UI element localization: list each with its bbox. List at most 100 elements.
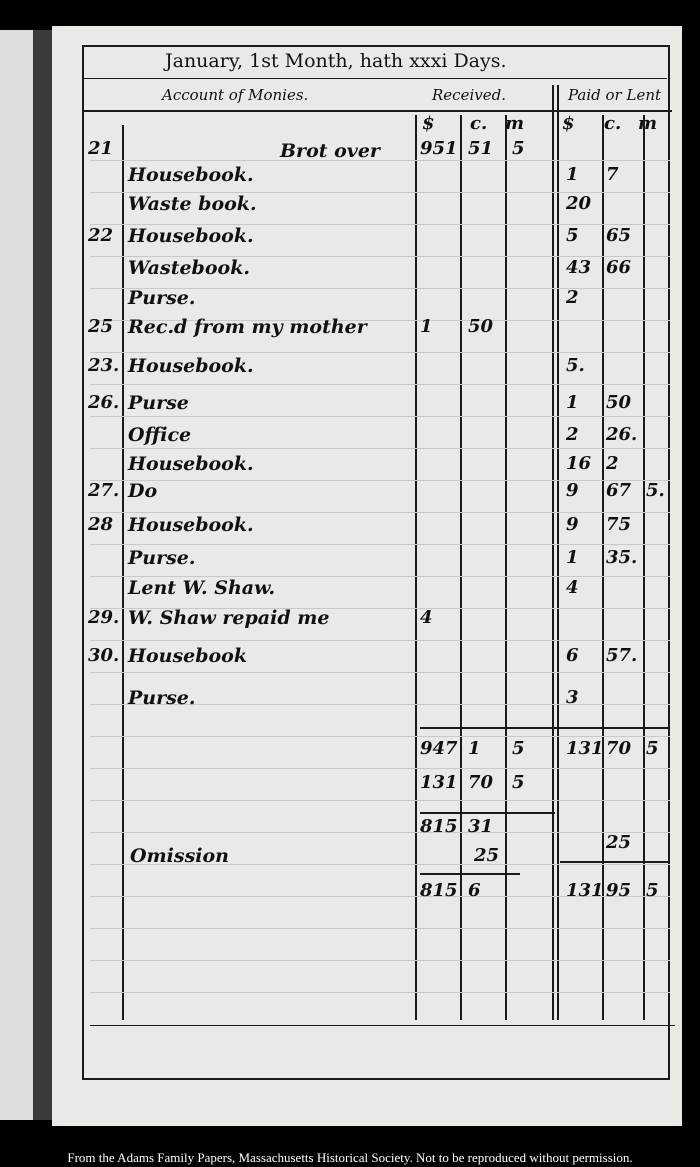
paid-amount: 6 xyxy=(566,645,579,666)
total-received: 5 xyxy=(512,772,525,793)
rule-column xyxy=(552,85,554,1020)
unit-mills-paid: m xyxy=(638,113,658,134)
entry-description: Purse xyxy=(128,392,189,414)
entry-description: Housebook. xyxy=(128,355,254,377)
unit-cents-received: c. xyxy=(470,113,488,134)
rule-column xyxy=(602,115,604,1020)
paid-amount: 43 xyxy=(566,257,592,278)
total-received: 815 xyxy=(420,880,458,901)
paid-amount: 5. xyxy=(646,480,665,501)
rule-column xyxy=(557,85,559,1020)
total-paid: 70 xyxy=(606,738,632,759)
total-label: Omission xyxy=(130,845,229,867)
received-amount: 951 xyxy=(420,138,458,159)
entry-description: Wastebook. xyxy=(128,257,250,279)
column-header-paid: Paid or Lent xyxy=(568,86,662,104)
rule-total xyxy=(420,727,670,729)
rule-bottom xyxy=(82,1078,670,1080)
ledger-ruling xyxy=(90,704,670,705)
received-amount: 1 xyxy=(420,316,433,337)
entry-description: Purse. xyxy=(128,547,196,569)
entry-description: Do xyxy=(128,480,158,502)
ledger-ruling xyxy=(90,928,670,929)
ledger-ruling xyxy=(90,832,670,833)
ledger-ruling xyxy=(90,864,670,865)
copyright-notice: From the Adams Family Papers, Massachuse… xyxy=(67,1150,633,1165)
paid-amount: 20 xyxy=(566,193,592,214)
ledger-ruling xyxy=(90,320,670,321)
total-paid: 25 xyxy=(606,832,632,853)
ledger-ruling xyxy=(90,160,670,161)
total-paid: 131 xyxy=(566,738,604,759)
entry-description: Purse. xyxy=(128,687,196,709)
paid-amount: 75 xyxy=(606,514,632,535)
rule-foot xyxy=(90,1025,675,1026)
paid-amount: 67 xyxy=(606,480,632,501)
rule-subtotal xyxy=(420,873,520,875)
total-paid: 131 xyxy=(566,880,604,901)
rule-total-paid xyxy=(560,861,670,863)
entry-date: 27. xyxy=(88,480,120,501)
total-received: 947 xyxy=(420,738,458,759)
paid-amount: 65 xyxy=(606,225,632,246)
rule-column xyxy=(460,115,462,1020)
entry-description: Lent W. Shaw. xyxy=(128,577,276,599)
column-header-account: Account of Monies. xyxy=(162,86,309,104)
entry-description: Brot over xyxy=(280,140,380,162)
entry-date: 21 xyxy=(88,138,114,159)
entry-description: Housebook. xyxy=(128,164,254,186)
rule-column xyxy=(643,115,645,1020)
unit-dollars-paid: $ xyxy=(562,113,575,134)
ledger-ruling xyxy=(90,448,670,449)
ledger-ruling xyxy=(90,768,670,769)
ledger-ruling xyxy=(90,640,670,641)
paid-amount: 2 xyxy=(606,453,619,474)
entry-description: Rec.d from my mother xyxy=(128,316,367,338)
total-received: 131 xyxy=(420,772,458,793)
facing-page-edge xyxy=(0,30,38,1120)
entry-description: Waste book. xyxy=(128,193,257,215)
paid-amount: 1 xyxy=(566,547,579,568)
ledger-ruling xyxy=(90,672,670,673)
ledger-ruling xyxy=(90,544,670,545)
rule-left xyxy=(82,45,84,1080)
ledger-ruling xyxy=(90,992,670,993)
paid-amount: 4 xyxy=(566,577,579,598)
ledger-ruling xyxy=(90,384,670,385)
entry-date: 28 xyxy=(88,514,114,535)
entry-date: 23. xyxy=(88,355,120,376)
total-received: 815 xyxy=(420,816,458,837)
entry-description: Housebook. xyxy=(128,453,254,475)
entry-date: 30. xyxy=(88,645,120,666)
ledger-ruling xyxy=(90,416,670,417)
paid-amount: 57. xyxy=(606,645,638,666)
rule-column xyxy=(505,115,507,1020)
total-received: 31 xyxy=(468,816,494,837)
paid-amount: 2 xyxy=(566,287,579,308)
entry-description: Housebook. xyxy=(128,514,254,536)
ledger-ruling xyxy=(90,288,670,289)
paid-amount: 5. xyxy=(566,355,585,376)
entry-date: 29. xyxy=(88,607,120,628)
total-received: 25 xyxy=(474,845,500,866)
paid-amount: 35. xyxy=(606,547,638,568)
total-paid: 5 xyxy=(646,738,659,759)
ledger-ruling xyxy=(90,256,670,257)
ledger-ruling xyxy=(90,224,670,225)
received-amount: 4 xyxy=(420,607,433,628)
total-received: 6 xyxy=(468,880,481,901)
ledger-ruling xyxy=(90,800,670,801)
entry-description: Office xyxy=(128,424,192,446)
column-header-received: Received. xyxy=(432,86,506,104)
entry-date: 25 xyxy=(88,316,114,337)
ledger-ruling xyxy=(90,608,670,609)
ledger-ruling xyxy=(90,480,670,481)
unit-dollars-received: $ xyxy=(422,113,435,134)
entry-description: Purse. xyxy=(128,287,196,309)
paid-amount: 3 xyxy=(566,687,579,708)
entry-description: Housebook. xyxy=(128,225,254,247)
received-amount: 51 xyxy=(468,138,494,159)
entry-date: 26. xyxy=(88,392,120,413)
received-amount: 5 xyxy=(512,138,525,159)
paid-amount: 7 xyxy=(606,164,619,185)
